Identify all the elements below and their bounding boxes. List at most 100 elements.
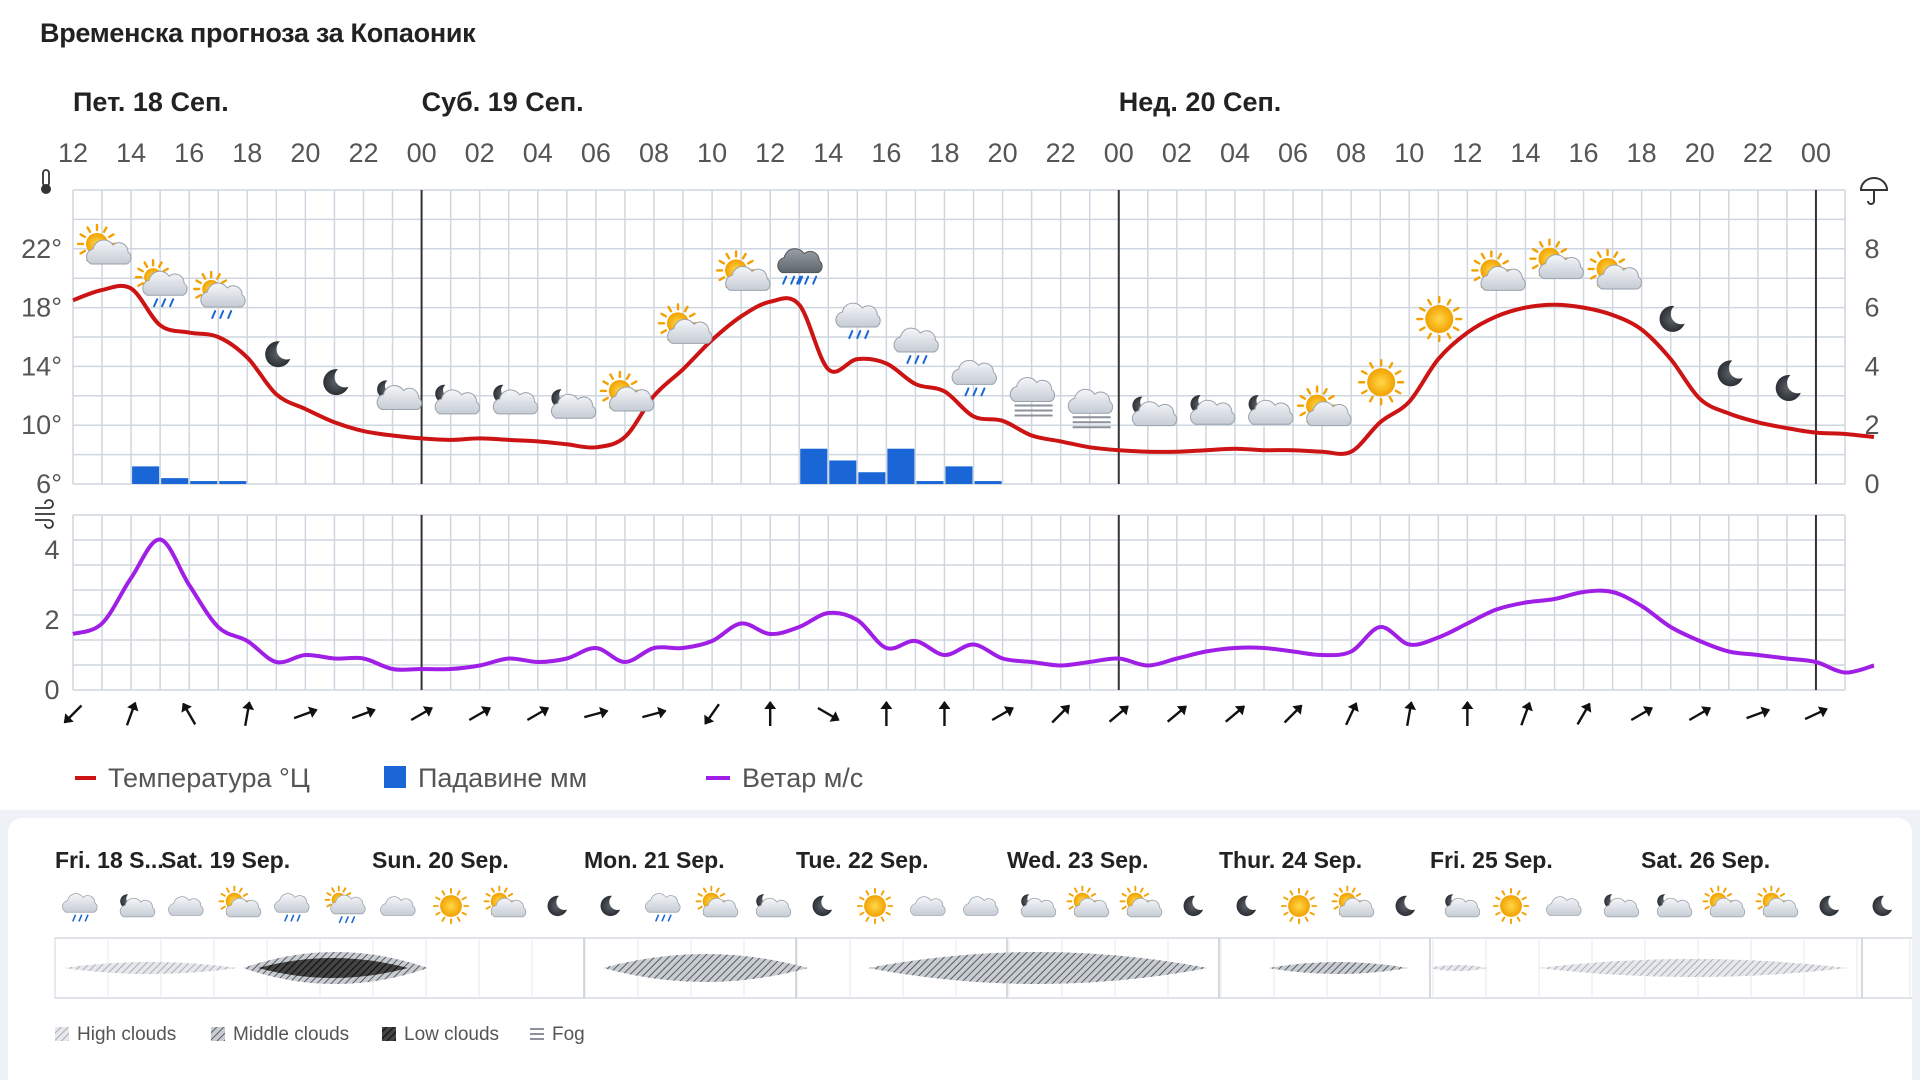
cloud-shape: [550, 393, 597, 419]
wind-direction-arrow: [242, 701, 255, 727]
weekly-chart: Fri. 18 S...Sat. 19 Sep. Sun. 20 Sep. Mon.…: [54, 847, 1912, 1045]
sun-ray: [225, 887, 230, 893]
sun-ray: [683, 305, 689, 313]
cloud-shape: [1538, 254, 1584, 280]
wind-direction-arrow: [410, 706, 433, 722]
rain-drop: [667, 914, 672, 922]
rain-drop: [169, 298, 175, 308]
hour-tick-label: 12: [1452, 138, 1482, 168]
sun-ray: [1452, 306, 1460, 312]
partly-sunny-icon: [1471, 250, 1526, 291]
cloudy-icon: [1546, 896, 1582, 916]
wind-icon: [35, 499, 55, 529]
sun-ray: [1521, 911, 1527, 916]
day-label: Нед. 20 Сеп.: [1119, 87, 1282, 117]
partly-sunny-icon: [218, 885, 262, 918]
night-cloudy-icon: [1656, 894, 1693, 918]
wind-direction-arrow: [293, 706, 318, 720]
sun-ray: [490, 887, 495, 893]
sun-ray: [630, 380, 638, 386]
moon-shape: [1236, 895, 1257, 917]
partly-sunny-icon: [715, 250, 771, 291]
sun-ray: [220, 892, 226, 897]
arrow-head: [366, 706, 376, 718]
sun-ray: [1709, 887, 1714, 893]
night-clear-icon: [1872, 895, 1893, 917]
hour-tick-label: 08: [1336, 138, 1366, 168]
sun-ray: [1521, 896, 1527, 901]
night-cloudy-icon: [376, 380, 422, 410]
umbrella-canopy: [1859, 177, 1889, 191]
sunny-icon: [856, 887, 894, 925]
sunny-icon: [1357, 359, 1405, 406]
arrow-head: [1817, 706, 1828, 718]
legend-precipitation-swatch: [384, 766, 406, 788]
partly-sunny-icon: [695, 885, 739, 918]
cloud-shape: [645, 893, 681, 913]
sun-ray: [1419, 306, 1426, 312]
cloud-shape: [1480, 265, 1526, 291]
sunny-icon: [1280, 887, 1318, 925]
cloud-shape: [963, 896, 999, 916]
sun-ray: [1762, 887, 1767, 893]
arrow-head: [1760, 706, 1771, 718]
night-clear-icon: [1659, 305, 1685, 332]
rain-drop: [782, 275, 788, 285]
temp-axis-tick: 18°: [21, 293, 62, 323]
sun-ray: [1501, 890, 1506, 896]
precip-axis-tick: 2: [1864, 410, 1879, 440]
weekly-overview: Fri. 18 S... Sat. 19 Sep. Sun. 20 Sep. Mon.…: [8, 818, 1912, 1080]
sun-ray: [1757, 905, 1763, 910]
arrow-head: [1292, 704, 1303, 715]
sun-ray: [1289, 916, 1294, 922]
hour-tick-label: 12: [755, 138, 785, 168]
middle-cloud-band: [603, 954, 808, 982]
sun-ray: [143, 261, 149, 269]
sun-ray: [1306, 388, 1312, 395]
sunny-icon: [432, 887, 470, 925]
night-cloudy-icon: [1020, 894, 1057, 918]
high-cloud-band: [1538, 959, 1848, 977]
hour-tick-label: 00: [1801, 138, 1831, 168]
cloudy-icon: [380, 896, 416, 916]
sun-ray: [507, 892, 514, 897]
rain-cloud-icon: [893, 327, 939, 365]
cloud-shape: [376, 385, 422, 410]
thermometer-bulb: [41, 184, 51, 194]
sun-ray: [1304, 890, 1309, 896]
hour-tick-label: 14: [116, 138, 146, 168]
sun-ray: [1338, 887, 1343, 893]
sun-ray: [1283, 911, 1289, 916]
sun-ray: [602, 380, 609, 386]
thermometer-tube: [42, 169, 50, 187]
rain-cloud-icon: [62, 893, 98, 922]
hour-tick-label: 16: [174, 138, 204, 168]
sun-ray: [345, 892, 352, 897]
cloud-legend-swatch: [382, 1027, 396, 1041]
sun-ray: [195, 279, 203, 285]
wind-direction-arrow: [1461, 701, 1474, 726]
wind-direction-arrow: [1225, 705, 1245, 723]
temp-axis-tick: 10°: [21, 410, 62, 440]
cloud-shape: [1656, 897, 1693, 918]
cloud-shape: [1009, 377, 1055, 402]
sun-ray: [326, 903, 332, 908]
cloud-shape: [330, 894, 366, 915]
sun-ray: [435, 911, 441, 916]
sun-ray: [865, 916, 870, 922]
sun-ray: [1068, 905, 1074, 910]
forecast-chart: Пет. 18 Сеп. Суб. 19 Сеп. Нед. 20 Сеп. 12 14…: [21, 87, 1889, 793]
partly-sunny-icon: [1296, 385, 1352, 427]
sun-ray: [331, 887, 336, 893]
moon-shape: [1717, 360, 1743, 387]
sun-ray: [885, 911, 891, 916]
rain-drop: [790, 275, 796, 285]
middle-cloud-band: [1268, 962, 1408, 974]
sun-disc: [1367, 368, 1396, 397]
thermometer-icon: [41, 169, 51, 194]
rain-drop: [296, 914, 301, 922]
sun-ray: [137, 282, 144, 287]
arrow-head: [63, 713, 74, 724]
legend-precipitation-label: Падавине мм: [418, 763, 587, 793]
partly-sunny-icon: [1119, 885, 1163, 918]
